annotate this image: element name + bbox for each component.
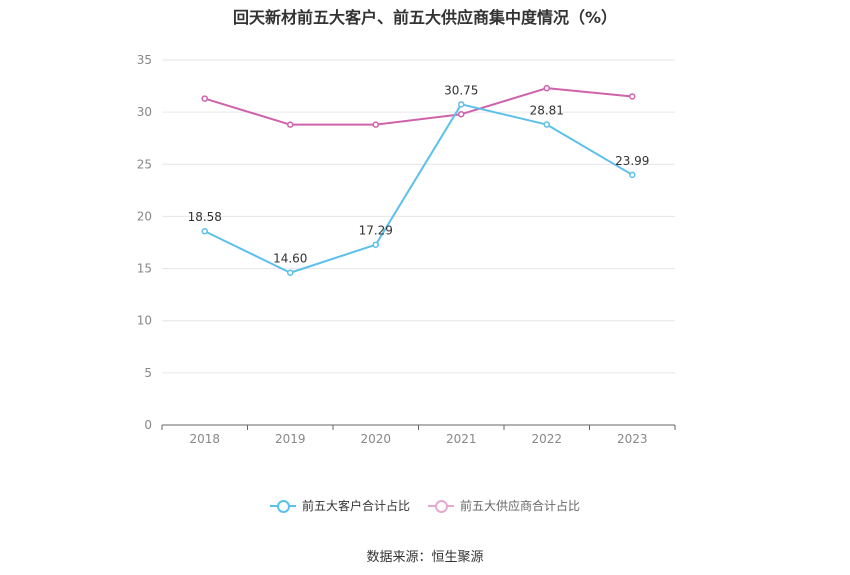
- chart-title: 回天新材前五大客户、前五大供应商集中度情况（%）: [232, 8, 618, 27]
- data-point: [543, 84, 550, 92]
- y-tick-label: 25: [137, 157, 152, 171]
- x-tick-label: 2018: [189, 432, 220, 446]
- legend-item-suppliers[interactable]: 前五大供应商合计占比: [428, 497, 580, 514]
- data-point: [201, 95, 208, 102]
- x-tick-label: 2022: [531, 432, 562, 446]
- y-tick-label: 20: [137, 209, 152, 223]
- data-point: [372, 121, 379, 128]
- data-point: [458, 110, 465, 118]
- legend-item-customers[interactable]: 前五大客户合计占比: [269, 497, 410, 514]
- data-point: [629, 171, 636, 179]
- data-label: 14.60: [273, 252, 307, 266]
- y-tick-label: 35: [137, 53, 152, 67]
- data-label: 17.29: [359, 224, 393, 238]
- y-tick-label: 10: [137, 314, 152, 328]
- y-tick-label: 30: [137, 105, 152, 119]
- x-tick-label: 2021: [446, 432, 477, 446]
- data-point: [201, 227, 208, 235]
- data-point: [372, 241, 379, 248]
- data-point: [287, 121, 294, 128]
- legend: 前五大客户合计占比 前五大供应商合计占比: [0, 497, 850, 514]
- data-label: 30.75: [444, 83, 478, 97]
- y-tick-label: 5: [144, 366, 152, 380]
- y-tick-label: 0: [144, 418, 152, 432]
- series-line-1: [204, 87, 633, 126]
- x-tick-label: 2020: [360, 432, 391, 446]
- data-point: [629, 93, 636, 100]
- data-label: 23.99: [615, 154, 649, 168]
- legend-label-suppliers: 前五大供应商合计占比: [460, 499, 581, 513]
- data-point: [458, 101, 465, 108]
- legend-label-customers: 前五大客户合计占比: [301, 499, 410, 513]
- data-label: 28.81: [530, 104, 564, 118]
- y-tick-label: 15: [137, 262, 152, 276]
- source-note: 数据来源：恒生聚源: [366, 550, 484, 565]
- legend-swatch-suppliers: [428, 499, 454, 513]
- data-point: [543, 121, 550, 128]
- x-tick-label: 2023: [617, 432, 648, 446]
- legend-swatch-customers: [269, 499, 296, 513]
- series-line-0: [204, 103, 633, 274]
- x-tick-label: 2019: [275, 432, 306, 446]
- data-label: 18.58: [188, 210, 222, 224]
- data-point: [287, 269, 294, 276]
